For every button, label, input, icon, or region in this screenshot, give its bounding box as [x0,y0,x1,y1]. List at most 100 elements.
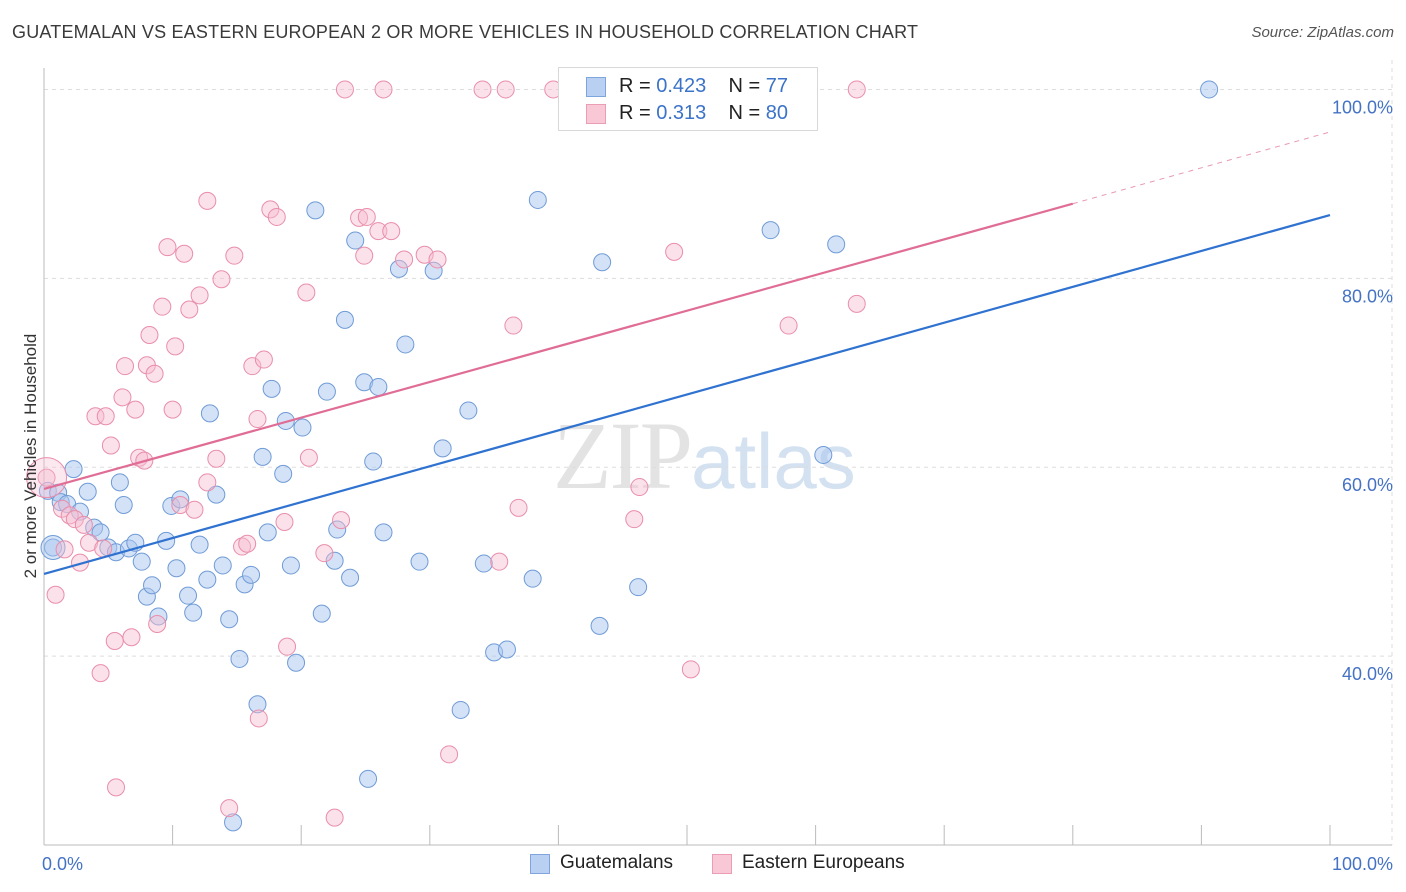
eastern-european-point [46,585,65,604]
guatemalan-point [341,568,360,587]
guatemalan-point [389,259,408,278]
guatemalan-point [258,523,277,542]
guatemalan-point [190,535,209,554]
x-tick-label-max: 100.0% [1332,854,1393,874]
eastern-european-point [207,449,226,468]
source-label: Source: ZipAtlas.com [1251,24,1394,41]
eastern-european-point [65,510,84,529]
guatemalan-point [143,576,162,595]
guatemalan-point [213,556,232,575]
legend-swatch-pink [586,104,606,124]
eastern-european-point-large [26,457,68,499]
guatemalan-point [497,640,516,659]
y-tick-label: 60.0% [1342,475,1393,495]
guatemalan-point [114,496,133,514]
guatemalan-point [91,523,110,542]
guatemalan-point [198,570,217,589]
eastern-european-point [233,537,252,556]
eastern-european-point [374,80,393,99]
guatemalan-point [253,447,272,466]
eastern-european-point [428,250,447,269]
eastern-european-point [297,283,316,302]
y-axis-title: 2 or more Vehicles in Household [21,334,40,579]
eastern-european-point [496,80,515,99]
eastern-european-point [148,615,167,633]
guatemalan-point [293,418,312,437]
guatemalan-point [78,482,97,501]
axes [43,68,1392,846]
grid [44,60,1393,845]
eastern-europeans-points [26,80,866,827]
guatemalan-point [200,404,219,423]
eastern-european-point [355,246,374,265]
eastern-european-point [74,515,93,534]
guatemalan-point [44,538,63,557]
guatemalan-point [274,464,293,483]
guatemalan-point [149,607,168,626]
watermark-zip: ZIP [553,402,693,509]
eastern-european-point [847,294,866,313]
trend-lines [43,131,1331,576]
eastern-european-point [473,80,492,99]
guatemalan-point [207,485,226,504]
guatemalan-point [179,586,198,605]
eastern-europeans-trend-extension [1072,131,1331,205]
guatemalan-point [629,578,648,597]
eastern-european-point [86,407,105,426]
eastern-european-point [94,539,113,558]
y-tick-label: 100.0% [1332,97,1393,117]
eastern-european-point [220,799,239,818]
guatemalan-point [110,473,129,492]
guatemalan-point [224,813,243,832]
legend-r-label: R = [619,75,657,97]
eastern-european-point [122,628,141,647]
legend-n-value: 77 [765,75,789,97]
guatemalans-trend-line [43,213,1331,576]
guatemalan-point [424,261,443,280]
eastern-european-point [315,544,334,563]
eastern-european-point [847,80,866,99]
eastern-european-point [80,533,99,552]
guatemalan-point [364,452,383,471]
eastern-european-point [153,297,172,316]
legend-r-label: R = [619,102,657,124]
guatemalan-point [523,569,542,588]
eastern-european-point [171,496,190,514]
guatemalan-point [396,335,415,354]
guatemalan-point [1200,80,1219,99]
eastern-european-point [382,222,401,241]
guatemalan-point [325,551,344,570]
guatemalan-point [312,604,331,623]
axis-labels: 40.0% 60.0% 80.0% 100.0% 0.0% 100.0% 2 or more… [21,97,1393,874]
guatemalan-point [433,439,452,458]
eastern-european-point [681,660,700,679]
guatemalan-point [220,610,239,629]
eastern-european-point [37,468,56,487]
eastern-european-point [96,407,115,426]
legend-r-value: 0.313 [656,102,707,124]
eastern-european-point [145,364,164,383]
guatemalan-point [281,556,300,575]
legend-r-value: 0.423 [656,75,707,97]
bottom-legend-swatch-blue [530,854,550,874]
guatemalan-point [474,554,493,573]
y-tick-label: 80.0% [1342,286,1393,306]
eastern-european-point [630,478,649,497]
eastern-european-point [116,357,135,376]
eastern-europeans-trend-line [43,202,1074,491]
eastern-european-point [625,510,644,529]
eastern-european-point [175,244,194,263]
eastern-european-point [107,778,126,797]
eastern-european-point [261,200,280,219]
eastern-european-point [332,511,351,530]
eastern-european-point [166,337,185,356]
guatemalan-point [451,700,470,719]
eastern-european-point [369,222,388,241]
guatemalan-point [335,310,354,329]
guatemalan-point [132,552,151,571]
eastern-european-point [212,270,231,289]
eastern-european-point [101,436,120,455]
legend-swatch-blue [586,77,606,97]
eastern-european-point [395,250,414,269]
